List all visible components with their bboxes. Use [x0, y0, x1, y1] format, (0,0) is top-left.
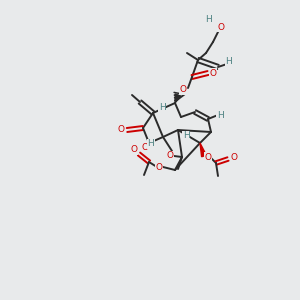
Text: O: O	[130, 146, 137, 154]
Text: O: O	[218, 22, 224, 32]
Text: O: O	[205, 152, 212, 161]
Text: O: O	[155, 163, 163, 172]
Text: H: H	[206, 16, 212, 25]
Text: O: O	[230, 154, 238, 163]
Text: H: H	[148, 140, 154, 148]
Text: H: H	[217, 110, 224, 119]
Text: O: O	[142, 142, 148, 152]
Polygon shape	[200, 143, 206, 157]
Text: O: O	[167, 152, 173, 160]
Text: H: H	[159, 103, 165, 112]
Text: O: O	[179, 85, 187, 94]
Polygon shape	[175, 94, 181, 103]
Text: O: O	[209, 68, 217, 77]
Text: H: H	[226, 58, 232, 67]
Text: H: H	[183, 131, 189, 140]
Text: O: O	[118, 125, 124, 134]
